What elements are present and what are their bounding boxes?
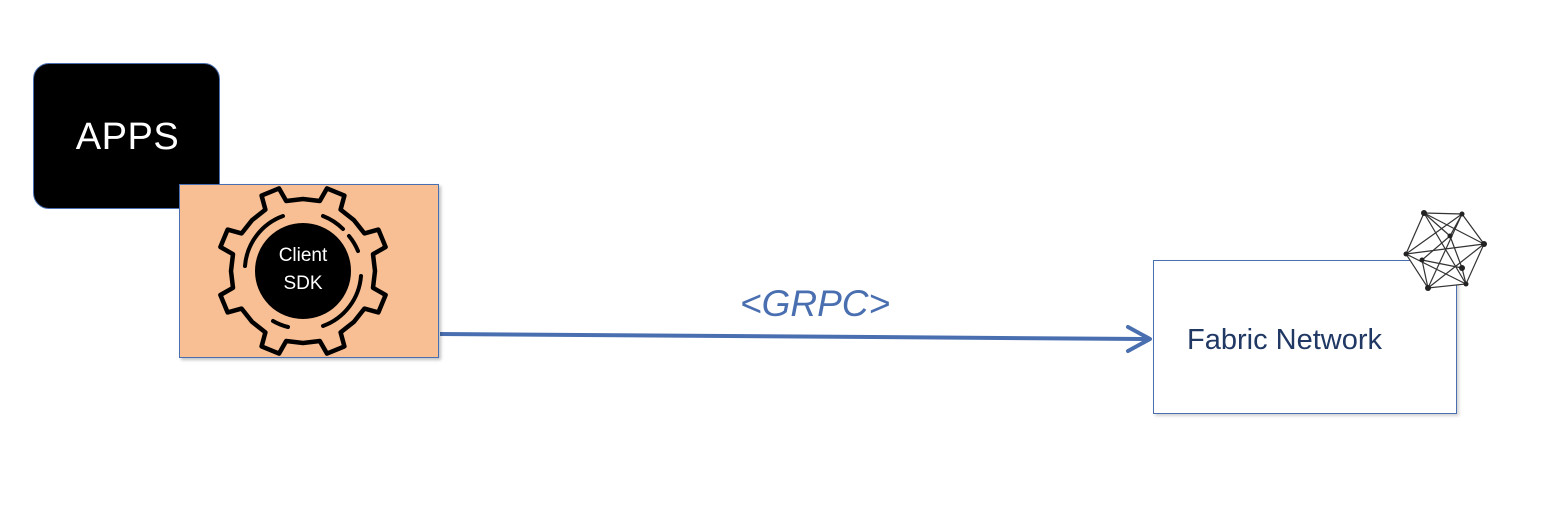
- client-sdk-line1: Client: [278, 245, 328, 266]
- grpc-label: <GRPC>: [740, 283, 891, 324]
- client-sdk-box: Client SDK: [179, 184, 439, 358]
- fabric-network-label: Fabric Network: [1187, 324, 1382, 356]
- client-sdk-label: Client SDK: [264, 242, 342, 298]
- gear-icon: [218, 186, 388, 356]
- apps-label: APPS: [75, 116, 180, 158]
- fabric-network-box: [1153, 260, 1457, 414]
- hyperledger-network-icon: [1403, 210, 1487, 291]
- client-sdk-line2: SDK: [283, 273, 323, 294]
